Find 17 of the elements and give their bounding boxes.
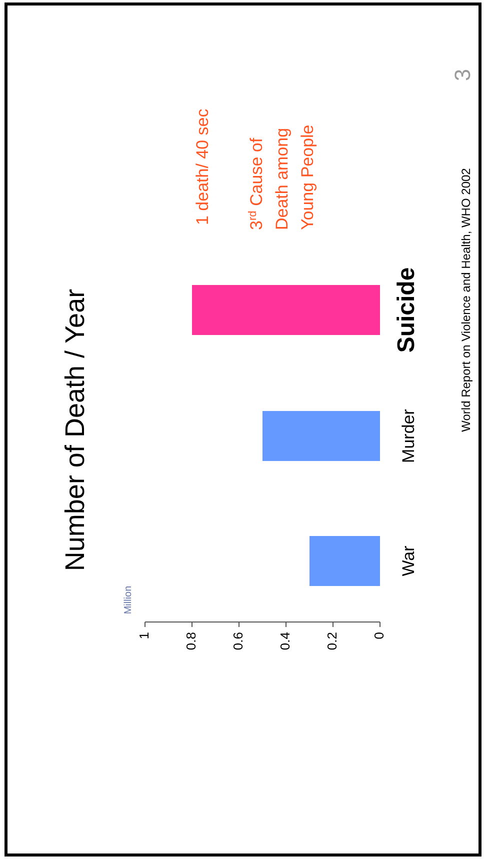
text: 1 death/ 40 sec [193, 108, 212, 225]
bar [310, 536, 380, 586]
y-tick-label: Suicide [393, 267, 420, 353]
text: Million [123, 586, 134, 614]
bar [262, 411, 380, 461]
bar [192, 285, 380, 335]
y-tick-label: Murder [399, 408, 418, 463]
text: 3 [450, 68, 475, 82]
x-tick-label: 0.6 [230, 632, 246, 650]
x-tick-label: 0.4 [277, 632, 292, 650]
x-tick-label: 1 [136, 632, 152, 640]
text: World Report on Violence and Health, WHO 2002 [459, 168, 473, 432]
x-tick-label: 0.2 [324, 632, 340, 650]
x-tick-label: 0.8 [183, 632, 198, 650]
text: Number of Death / Year [60, 288, 90, 572]
x-tick-label: 0 [371, 632, 386, 640]
y-tick-label: War [399, 545, 418, 576]
